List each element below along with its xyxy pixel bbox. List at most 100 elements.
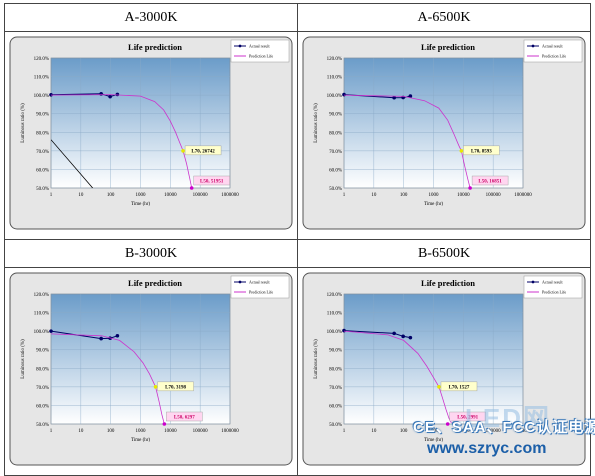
y-tick-label: 80.0% [329,367,342,372]
x-tick-label: 100 [400,429,408,434]
legend-label: Actual result [542,280,563,285]
x-tick-label: 1000 [136,429,147,434]
legend-marker [531,44,535,48]
annotation-label: L70, 3198 [165,385,186,390]
annotation-box [463,145,500,156]
y-tick-label: 50.0% [36,423,49,428]
y-tick-label: 100.0% [327,94,342,99]
y-tick-label: 90.0% [36,113,49,118]
annotation-label: L70, 26742 [191,149,215,154]
annotation-label: L50, 51951 [200,180,224,185]
y-tick-label: 90.0% [329,113,342,118]
x-tick-label: 100000 [486,429,502,434]
y-tick-label: 110.0% [327,76,342,81]
annotation-label: L50, 16851 [478,180,502,185]
y-tick-label: 100.0% [327,330,342,335]
x-tick-label: 1 [343,193,346,198]
legend-label: Prediction Life [249,290,273,295]
y-tick-label: 110.0% [327,312,342,317]
x-tick-label: 100 [107,193,115,198]
y-tick-label: 50.0% [329,423,342,428]
y-tick-label: 100.0% [34,330,49,335]
y-tick-label: 80.0% [36,367,49,372]
data-point [342,328,346,333]
y-tick-label: 120.0% [327,293,342,298]
y-tick-label: 60.0% [36,168,49,173]
data-point [392,95,396,100]
annotation-box [449,411,486,422]
y-tick-label: 80.0% [36,131,49,136]
y-axis-label: Luminous ratio (%) [314,339,319,379]
x-axis-label: Time (hr) [131,438,150,443]
y-tick-label: 100.0% [34,94,49,99]
legend-label: Actual result [542,44,563,49]
x-tick-label: 100 [107,429,115,434]
data-point [99,92,103,96]
legend-marker [238,280,242,284]
chart-cell: Life prediction 50.0% 60.0% 70.0% 80.0% 90.0%… [4,31,298,240]
results-table: A-3000K A-6500K Life prediction 50.0% 60.0… [4,3,591,476]
annotation-label: L50, 6297 [174,416,195,421]
data-point [401,334,405,339]
series-line [344,330,411,339]
y-tick-label: 90.0% [36,349,49,354]
data-point [115,92,120,97]
x-tick-label: 1 [343,429,346,434]
data-point [408,94,413,98]
annotation-marker [459,149,464,153]
x-tick-label: 100000 [193,429,209,434]
annotation-box [471,175,509,186]
y-tick-label: 120.0% [327,57,342,62]
y-axis-label: Luminous ratio (%) [21,103,26,143]
y-tick-label: 80.0% [329,131,342,136]
legend-label: Actual result [249,280,270,285]
life-prediction-chart: Life prediction 50.0% 60.0% 70.0% 80.0% 90.0%… [9,272,293,466]
x-axis-label: Time (hr) [424,438,443,443]
series-line [344,94,471,188]
annotation-box [184,145,222,156]
y-tick-label: 90.0% [329,349,342,354]
legend-marker [238,44,242,48]
x-tick-label: 10000 [457,193,470,198]
y-tick-label: 110.0% [34,76,49,81]
legend-label: Prediction Life [249,54,273,59]
annotation-box [166,411,203,422]
y-tick-label: 120.0% [34,293,49,298]
y-tick-label: 70.0% [36,150,49,155]
y-tick-label: 70.0% [36,386,49,391]
annotation-label: L70, 1527 [449,385,470,390]
x-tick-label: 1 [50,193,53,198]
annotation-box [193,175,230,186]
panel-header: B-3000K [4,239,298,268]
annotation-marker [445,422,450,426]
y-tick-label: 70.0% [329,150,342,155]
x-tick-label: 100000 [486,193,502,198]
x-tick-label: 1000000 [514,193,532,198]
x-tick-label: 10000 [164,193,177,198]
panel-header: A-6500K [297,3,591,32]
series-line [51,93,118,98]
annotation-marker [437,385,441,389]
x-tick-label: 10 [78,193,84,198]
data-point [392,331,396,336]
series-line [51,139,94,188]
x-tick-label: 1000000 [221,193,239,198]
x-tick-label: 10 [78,429,84,434]
data-point [108,94,112,99]
annotation-marker [181,149,185,153]
series-line [51,94,193,188]
annotation-marker [468,186,472,190]
legend-label: Actual result [249,44,270,49]
chart-title: Life prediction [128,42,182,52]
panel-header: A-3000K [4,3,298,32]
y-tick-label: 120.0% [34,57,49,62]
x-tick-label: 10000 [457,429,470,434]
x-tick-label: 1000 [429,429,440,434]
data-point [115,333,120,338]
series-line [51,333,165,424]
x-tick-label: 10 [371,429,377,434]
data-point [99,336,103,341]
annotation-box [157,381,194,392]
chart-cell: Life prediction 50.0% 60.0% 70.0% 80.0% 90.0%… [4,267,298,476]
life-prediction-chart: Life prediction 50.0% 60.0% 70.0% 80.0% 90.0%… [302,272,586,466]
